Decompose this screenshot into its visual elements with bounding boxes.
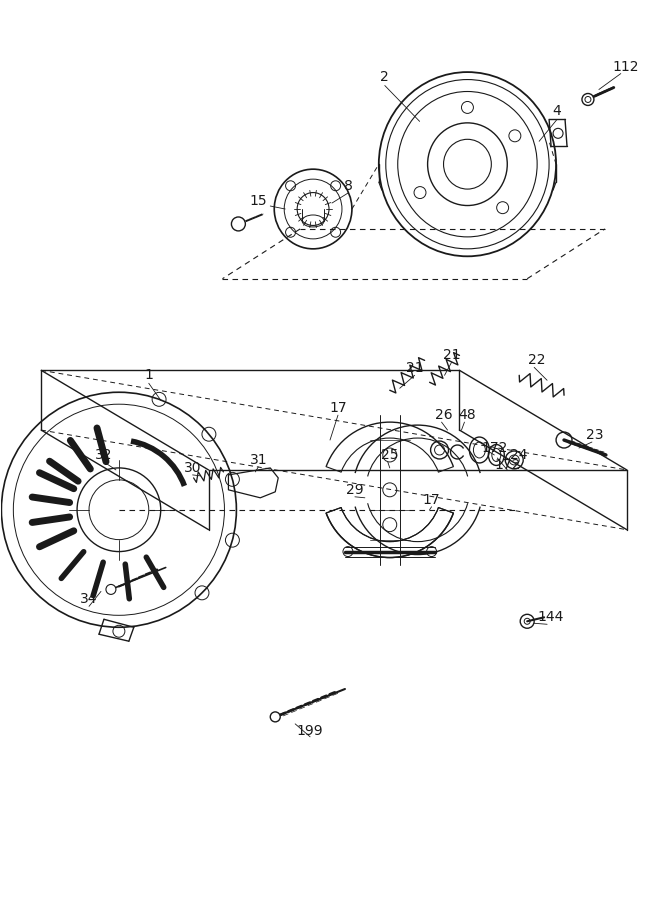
Text: 172: 172 <box>481 441 508 455</box>
Text: 32: 32 <box>95 448 113 462</box>
Circle shape <box>106 584 116 594</box>
Text: 26: 26 <box>435 408 452 422</box>
Text: 21: 21 <box>406 361 424 375</box>
Circle shape <box>231 217 245 231</box>
Text: 4: 4 <box>553 104 562 119</box>
Text: 199: 199 <box>297 724 323 738</box>
Text: 23: 23 <box>586 428 604 442</box>
Text: 8: 8 <box>344 179 352 194</box>
Text: 22: 22 <box>528 354 546 367</box>
Text: 25: 25 <box>381 448 398 462</box>
Text: 112: 112 <box>612 59 639 74</box>
Text: 1: 1 <box>144 368 153 382</box>
Text: 144: 144 <box>538 610 564 625</box>
Text: 15: 15 <box>249 194 267 208</box>
Circle shape <box>270 712 280 722</box>
Text: 30: 30 <box>184 461 201 475</box>
Text: 31: 31 <box>249 453 267 467</box>
Text: 172: 172 <box>494 458 520 472</box>
Text: 48: 48 <box>459 408 476 422</box>
Text: 17: 17 <box>329 401 347 415</box>
Text: 21: 21 <box>443 348 460 363</box>
Text: 34: 34 <box>80 592 98 607</box>
Text: 2: 2 <box>380 69 389 84</box>
Text: 17: 17 <box>423 493 440 507</box>
Text: 24: 24 <box>510 448 528 462</box>
Text: 29: 29 <box>346 482 364 497</box>
